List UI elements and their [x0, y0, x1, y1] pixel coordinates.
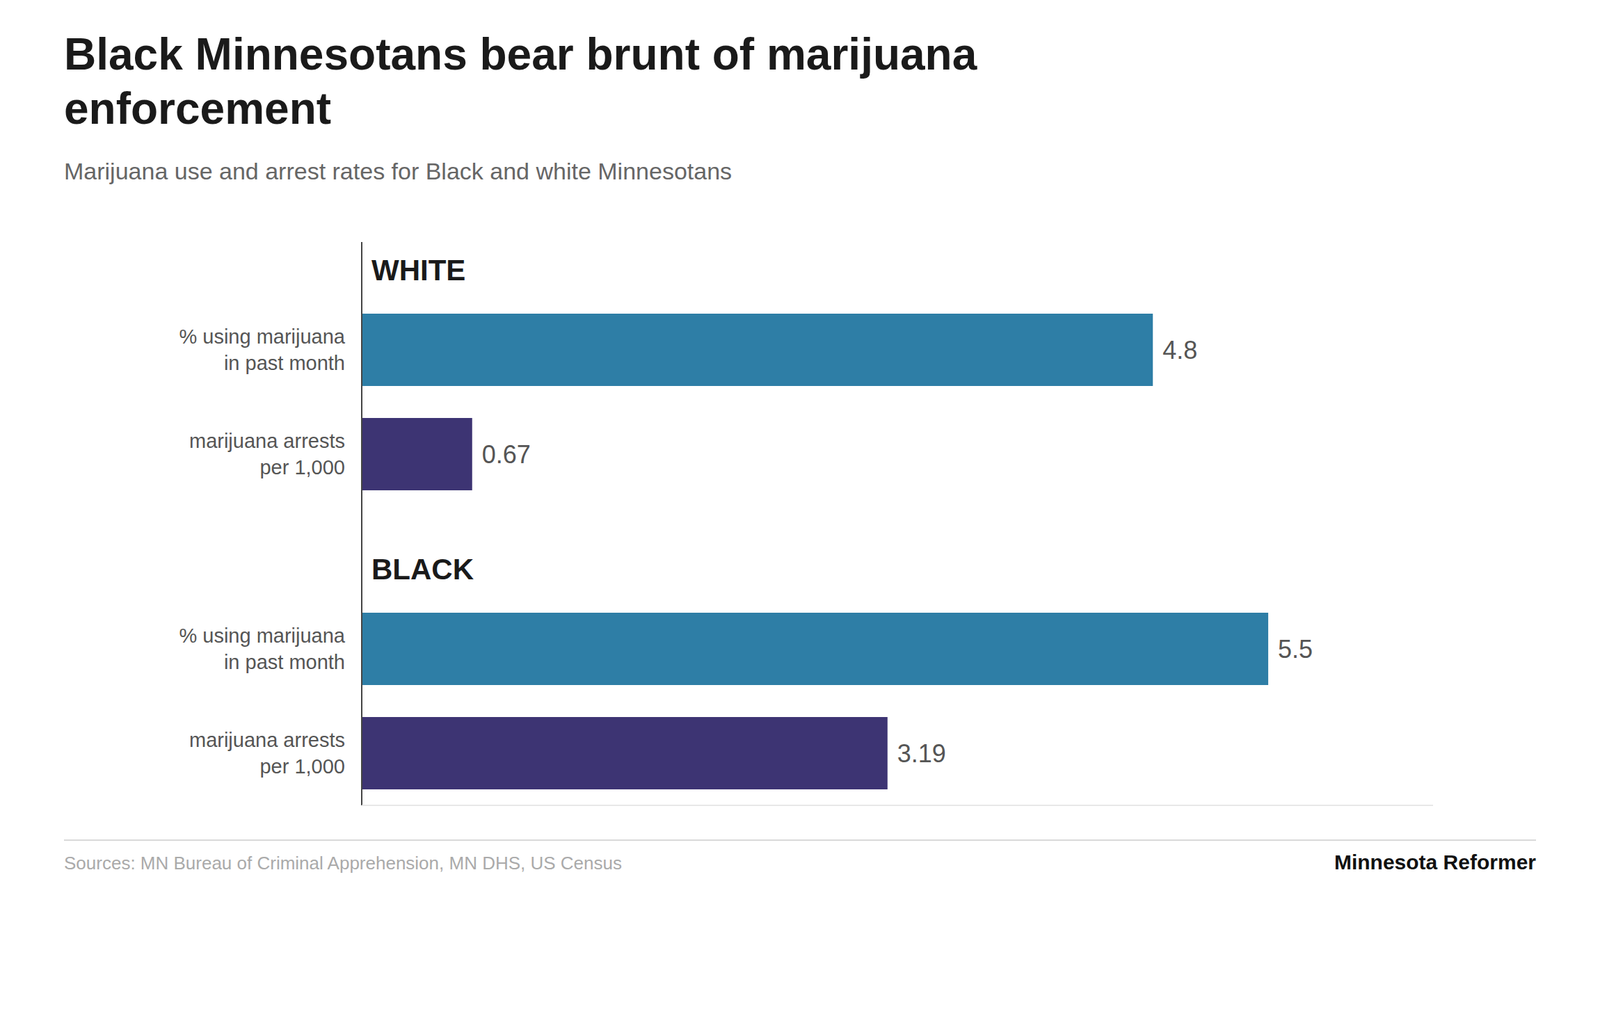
source: Sources: MN Bureau of Criminal Apprehens… [64, 852, 622, 874]
title-line: Black Minnesotans bear brunt of marijuan… [64, 29, 978, 80]
category-label: marijuana arrests per 1,000 [189, 729, 346, 778]
data-label: 3.19 [897, 739, 947, 768]
bars [361, 313, 1269, 790]
bar [361, 418, 473, 491]
background [0, 0, 1600, 1014]
text-line: per 1,000 [259, 456, 346, 479]
text-line: marijuana arrests [189, 429, 346, 453]
text-line: % using marijuana [178, 325, 346, 348]
title: Black Minnesotans bear brunt of marijuan… [64, 29, 978, 134]
section-label: BLACK [371, 553, 474, 586]
chart: Black Minnesotans bear brunt of marijuan… [0, 0, 1600, 1014]
category-label: % using marijuana in past month [178, 624, 346, 674]
bar [361, 717, 888, 790]
text-line: per 1,000 [259, 755, 346, 778]
text-line: in past month [224, 651, 346, 674]
separator [64, 839, 1536, 842]
labels: WHITE 4.8 % using marijuana in past month 0.… [178, 253, 1313, 779]
title-line: enforcement [64, 83, 332, 134]
section-label: WHITE [371, 253, 466, 287]
bar [361, 313, 1153, 387]
text-line: in past month [224, 352, 346, 375]
data-label: 0.67 [482, 440, 531, 469]
text-line: marijuana arrests [189, 729, 346, 752]
data-label: 5.5 [1277, 635, 1313, 664]
subtitle: Marijuana use and arrest rates for Black… [64, 157, 732, 185]
x-axis-line [361, 804, 1434, 807]
category-label: % using marijuana in past month [178, 325, 346, 375]
category-label: marijuana arrests per 1,000 [189, 429, 346, 479]
credit: Minnesota Reformer [1334, 850, 1536, 874]
data-label: 4.8 [1162, 336, 1198, 365]
bar [361, 612, 1269, 686]
baseline [361, 242, 363, 806]
text-line: % using marijuana [178, 624, 346, 647]
